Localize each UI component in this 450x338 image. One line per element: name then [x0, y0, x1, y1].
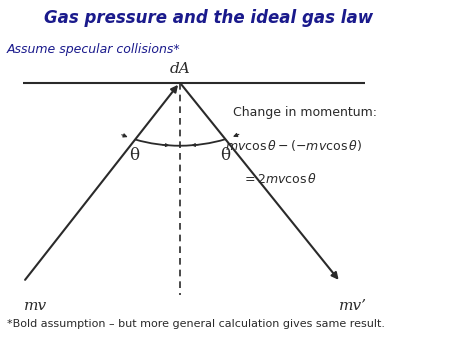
Text: θ: θ [130, 147, 140, 164]
Text: Gas pressure and the ideal gas law: Gas pressure and the ideal gas law [44, 9, 373, 27]
Text: *Bold assumption – but more general calculation gives same result.: *Bold assumption – but more general calc… [7, 319, 385, 329]
Text: Change in momentum:: Change in momentum: [234, 106, 378, 119]
Text: $mv\cos\theta-(-mv\cos\theta)$: $mv\cos\theta-(-mv\cos\theta)$ [225, 138, 362, 153]
Text: mv’: mv’ [339, 299, 367, 313]
Text: θ: θ [220, 147, 230, 164]
Text: $=2mv\cos\theta$: $=2mv\cos\theta$ [242, 172, 317, 186]
Text: dA: dA [170, 62, 190, 76]
Text: mv: mv [24, 299, 47, 313]
Text: Assume specular collisions*: Assume specular collisions* [7, 43, 180, 56]
